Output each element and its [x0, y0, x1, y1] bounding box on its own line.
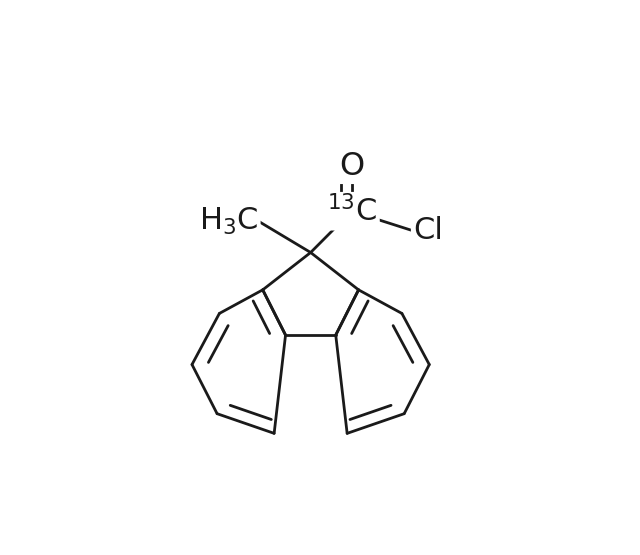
Text: O: O: [339, 150, 364, 181]
Text: H$_3$C: H$_3$C: [199, 205, 258, 236]
Text: Cl: Cl: [413, 216, 443, 245]
Text: $^{13}$C: $^{13}$C: [326, 195, 377, 228]
